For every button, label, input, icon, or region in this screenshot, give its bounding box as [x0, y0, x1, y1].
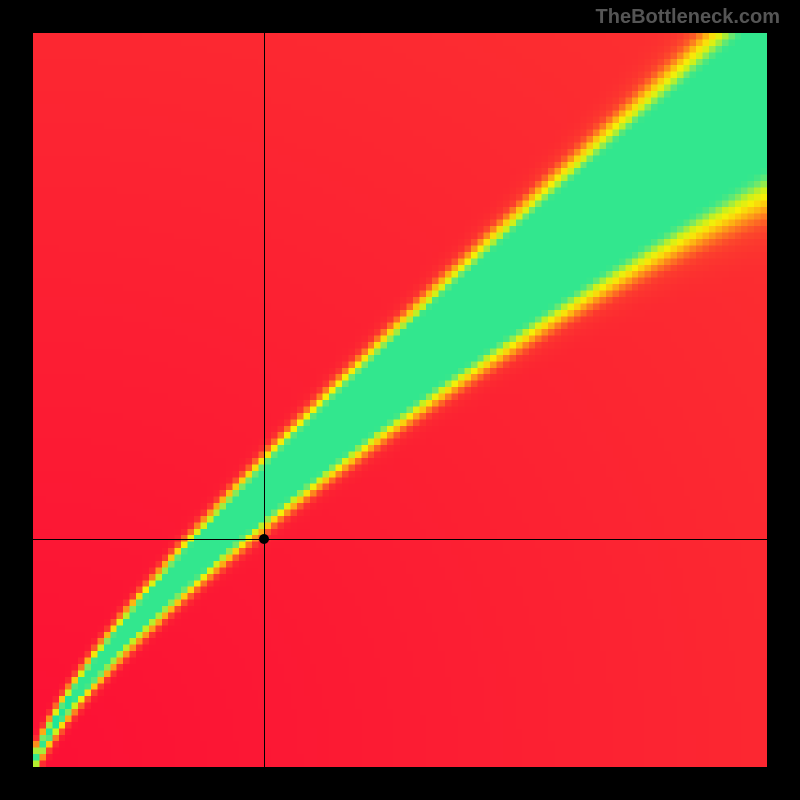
crosshair-vertical: [264, 33, 265, 767]
heatmap-canvas: [33, 33, 767, 767]
heatmap-plot-area: [33, 33, 767, 767]
crosshair-point-marker: [259, 534, 269, 544]
crosshair-horizontal: [33, 539, 767, 540]
watermark-text: TheBottleneck.com: [596, 6, 780, 29]
